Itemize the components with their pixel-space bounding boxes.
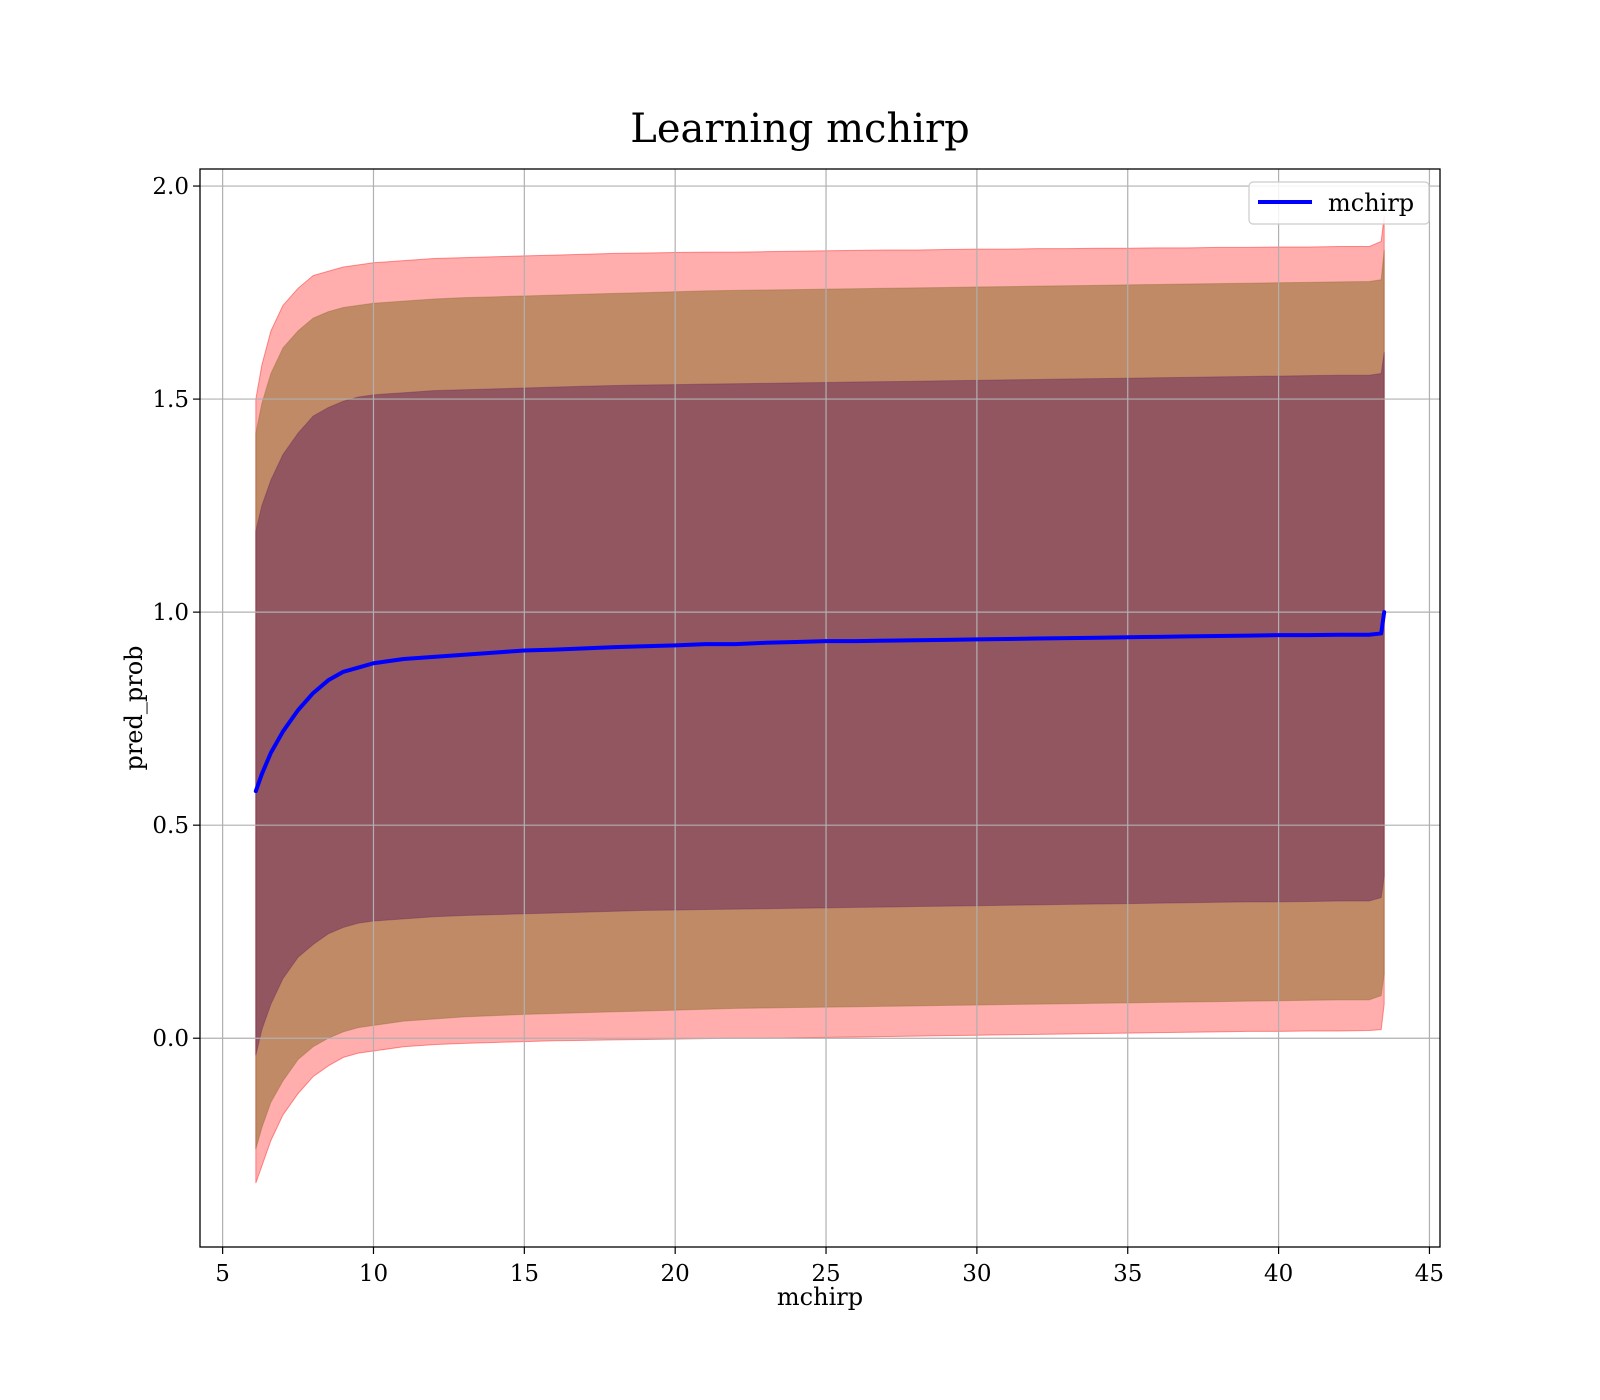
- y-tick-label: 0.5: [152, 813, 189, 839]
- y-tick-label: 1.5: [152, 387, 189, 413]
- x-tick-label: 35: [1113, 1261, 1142, 1287]
- x-tick-label: 25: [811, 1261, 840, 1287]
- legend: mchirp: [1248, 181, 1430, 225]
- legend-label: mchirp: [1328, 189, 1414, 217]
- x-axis-ticks: 5 10 15 20 25 30 35 40 45: [215, 1247, 1444, 1287]
- grid: [200, 169, 1440, 1247]
- series-line-mchirp: [253, 610, 1387, 794]
- prediction-line-layer: [253, 610, 1387, 794]
- x-tick-label: 10: [359, 1261, 388, 1287]
- plot-frame: [199, 168, 1441, 1248]
- y-tick-label: 2.0: [152, 174, 189, 200]
- x-tick-label: 40: [1264, 1261, 1293, 1287]
- legend-box: [1248, 181, 1430, 225]
- chart-title: Learning mchirp: [630, 106, 969, 152]
- y-tick-label: 1.0: [152, 600, 189, 626]
- y-axis-ticks: 0.0 0.5 1.0 1.5 2.0: [152, 174, 200, 1052]
- y-tick-label: 0.0: [152, 1026, 189, 1052]
- x-tick-label: 20: [661, 1261, 690, 1287]
- confidence-bands: [255, 215, 1385, 1184]
- x-tick-label: 30: [962, 1261, 991, 1287]
- x-tick-label: 15: [510, 1261, 539, 1287]
- x-tick-label: 45: [1415, 1261, 1444, 1287]
- x-tick-label: 5: [215, 1261, 230, 1287]
- x-axis-label: mchirp: [777, 1283, 863, 1311]
- y-axis-label: pred_prob: [120, 645, 148, 770]
